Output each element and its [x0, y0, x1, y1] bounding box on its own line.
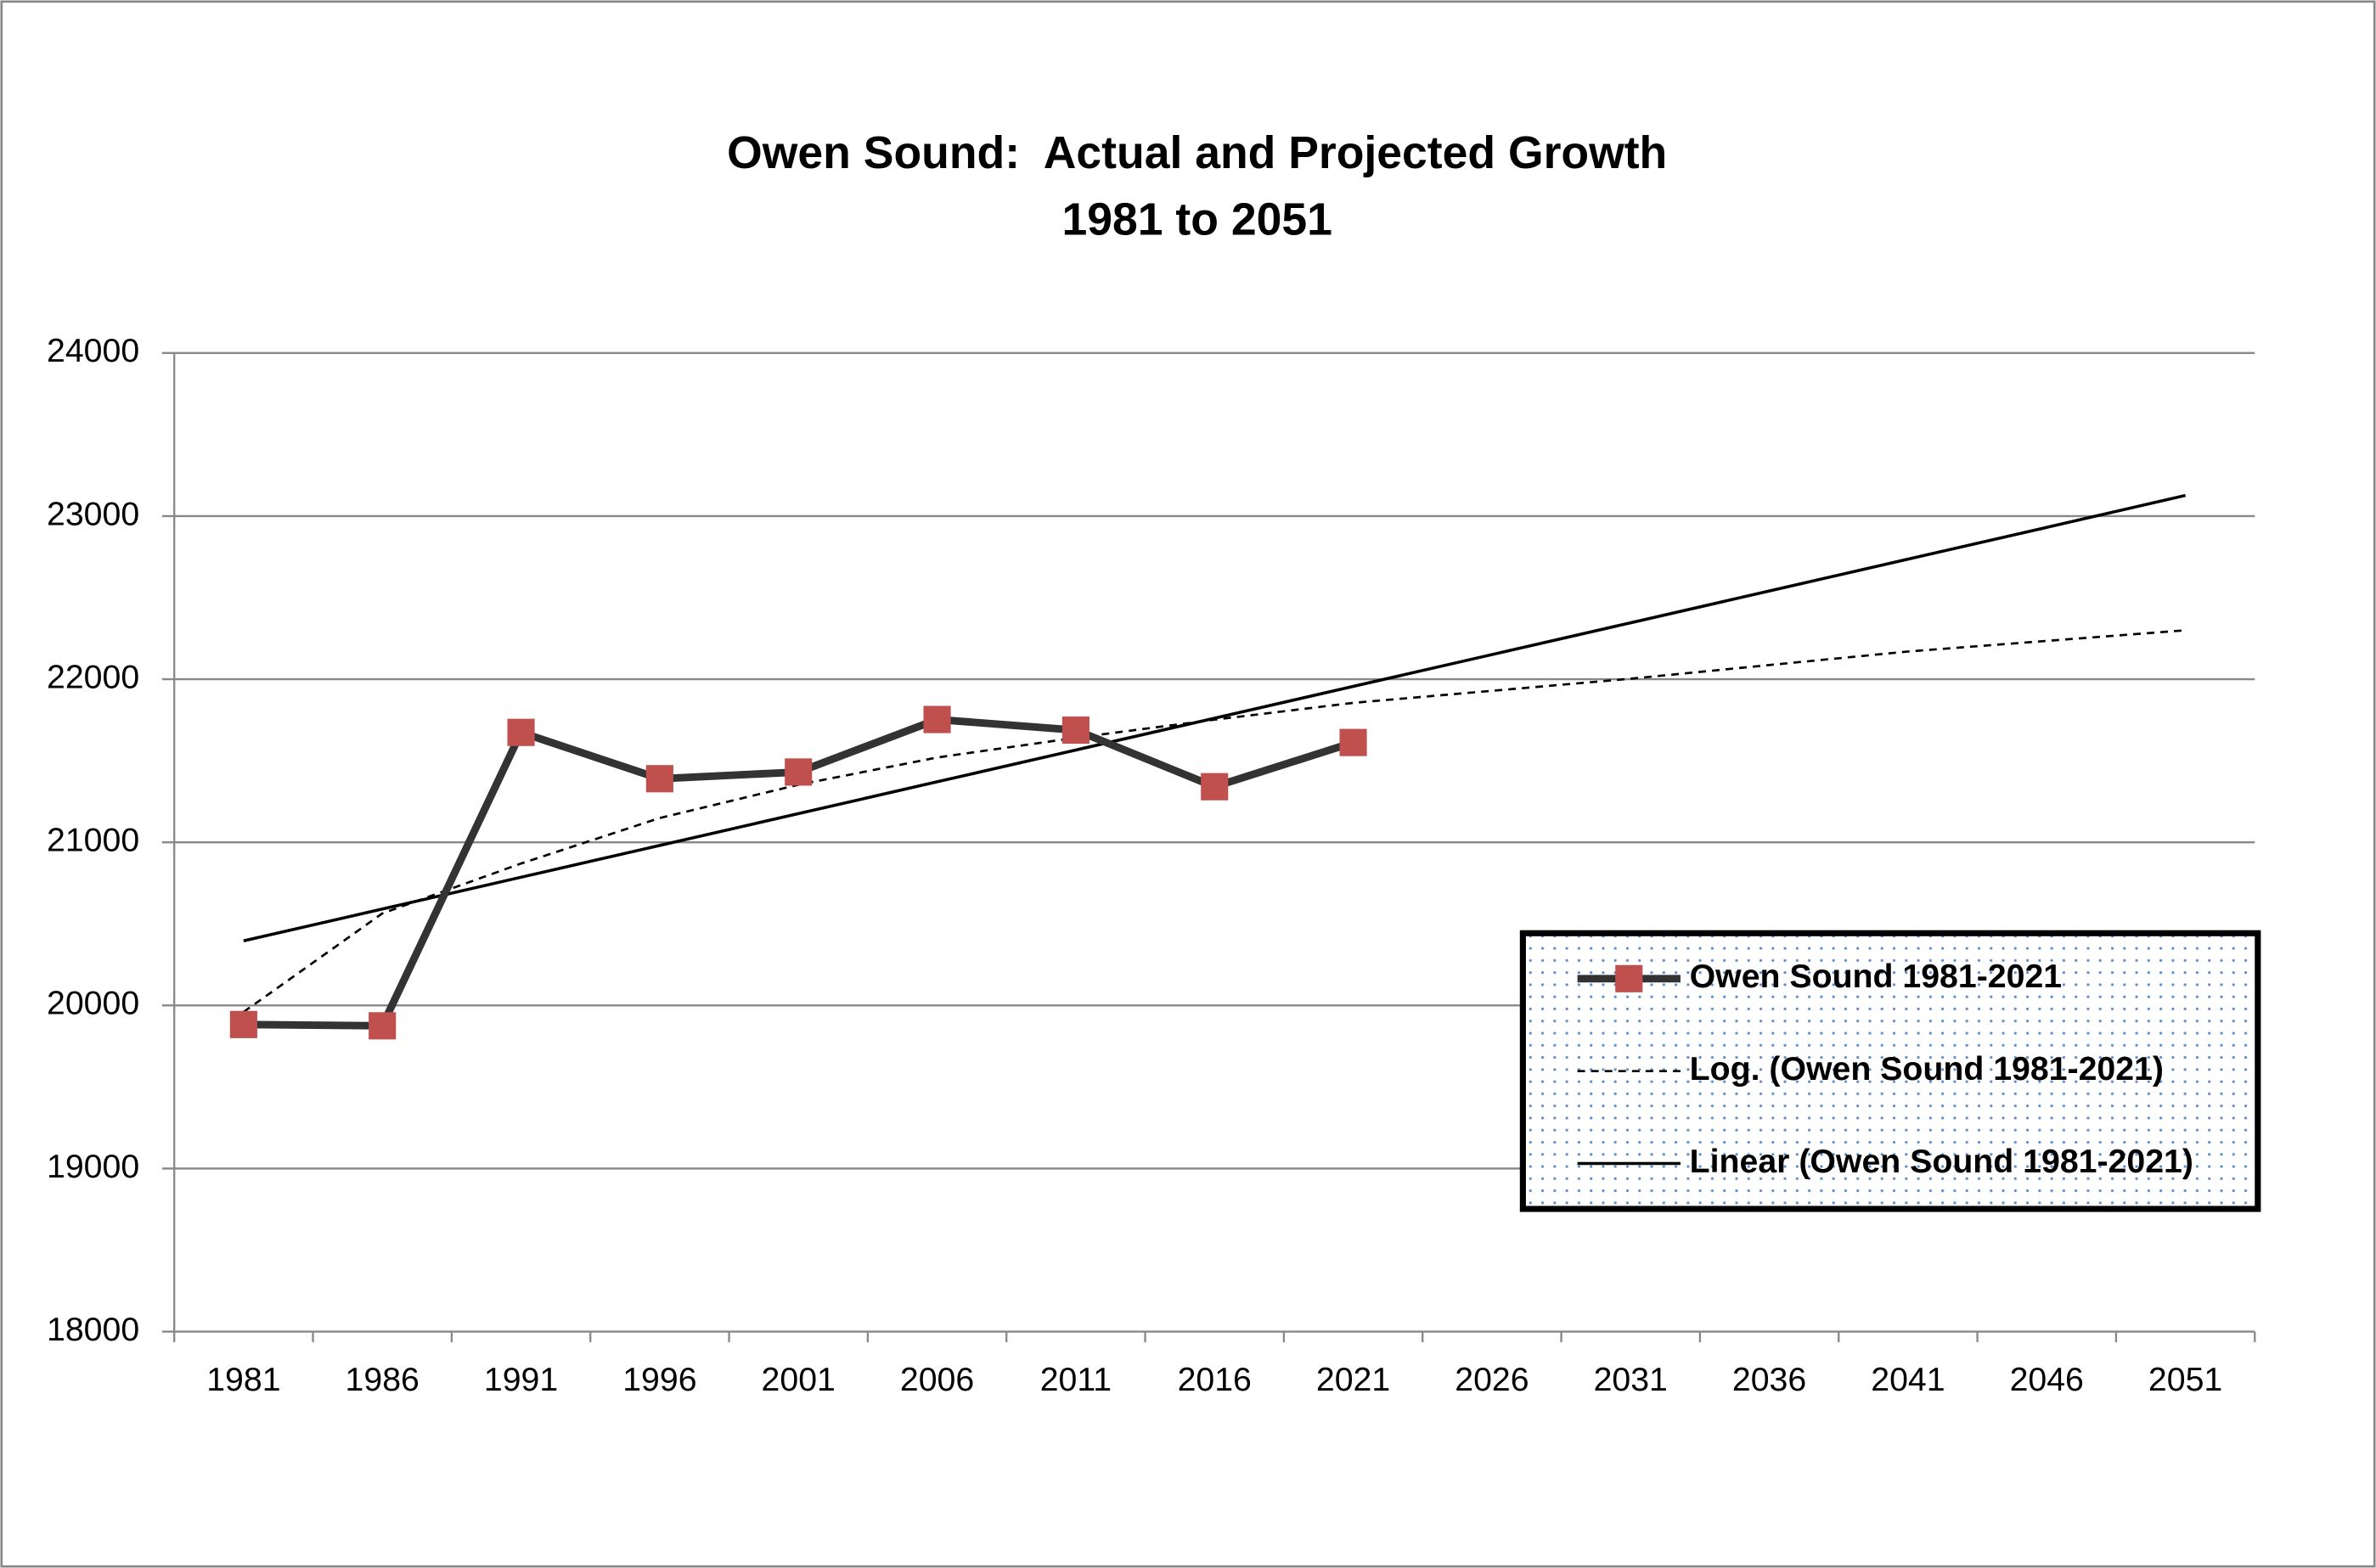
y-tick-label: 23000	[47, 495, 139, 532]
x-tick-label: 2051	[2148, 1361, 2222, 1398]
x-tick-label: 2046	[2010, 1361, 2084, 1398]
legend-label: Linear (Owen Sound 1981-2021)	[1690, 1143, 2193, 1180]
y-tick-label: 19000	[47, 1148, 139, 1185]
data-point	[1061, 716, 1089, 745]
data-point	[1201, 773, 1229, 801]
x-tick-label: 2021	[1316, 1361, 1390, 1398]
series-line	[243, 629, 2186, 1014]
x-tick-label: 1981	[206, 1361, 280, 1398]
x-tick-label: 2001	[762, 1361, 836, 1398]
data-point	[1339, 728, 1367, 756]
legend: Owen Sound 1981-2021 Log. (Owen Sound 198…	[1519, 930, 2261, 1212]
x-tick-label: 1986	[346, 1361, 419, 1398]
y-tick-label: 21000	[47, 822, 139, 859]
x-tick-label: 2011	[1040, 1361, 1112, 1398]
data-point	[785, 758, 813, 786]
data-point	[229, 1010, 257, 1038]
data-point	[645, 765, 673, 793]
x-tick-label: 2026	[1455, 1361, 1529, 1398]
y-tick-label: 22000	[47, 658, 139, 695]
data-point	[923, 705, 951, 733]
y-tick-label: 18000	[47, 1311, 139, 1348]
legend-label: Owen Sound 1981-2021	[1690, 958, 2062, 995]
y-tick-label: 20000	[47, 985, 139, 1022]
chart-title: 1981 to 2051	[1062, 195, 1332, 245]
data-point	[369, 1012, 397, 1040]
legend-label: Log. (Owen Sound 1981-2021)	[1690, 1050, 2164, 1087]
x-tick-label: 2006	[900, 1361, 974, 1398]
legend-marker	[1615, 964, 1643, 992]
x-tick-label: 2016	[1178, 1361, 1252, 1398]
y-tick-label: 24000	[47, 332, 139, 369]
data-point	[507, 718, 535, 746]
x-tick-label: 2036	[1732, 1361, 1806, 1398]
x-tick-label: 2031	[1594, 1361, 1668, 1398]
chart-title: Owen Sound: Actual and Projected Growth	[727, 128, 1667, 178]
x-tick-label: 1991	[484, 1361, 558, 1398]
series-line	[243, 493, 2186, 942]
x-tick-label: 2041	[1871, 1361, 1945, 1398]
x-tick-label: 1996	[622, 1361, 696, 1398]
